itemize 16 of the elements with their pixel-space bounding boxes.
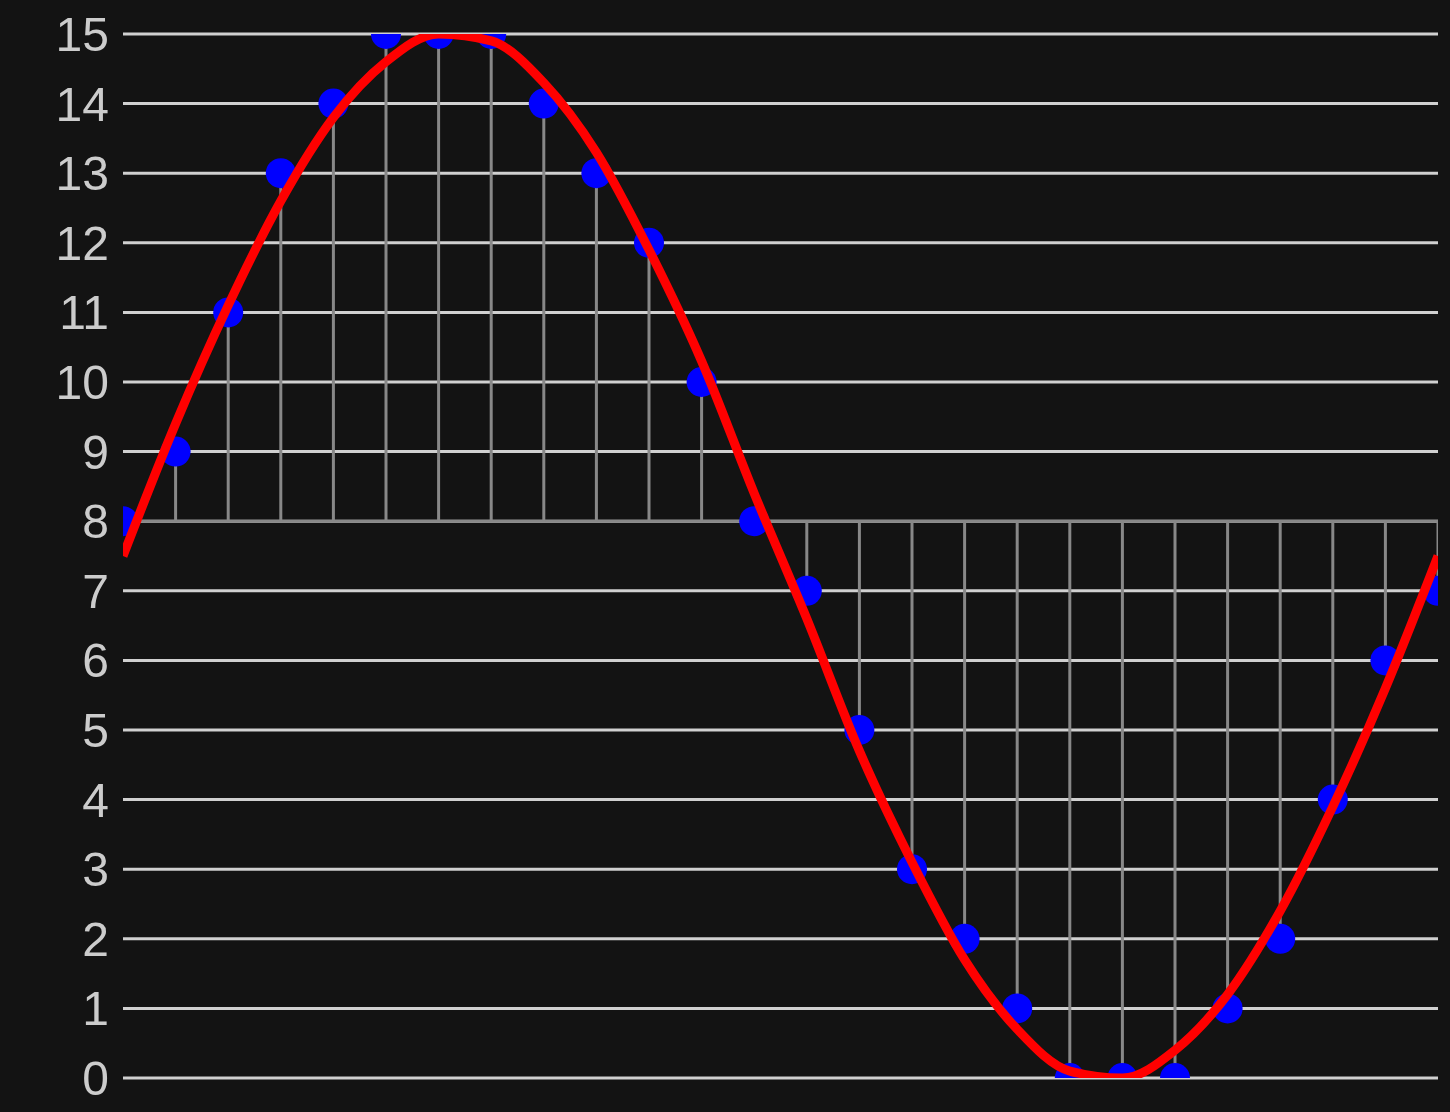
y-tick-label: 10 <box>55 356 109 410</box>
y-tick-label: 1 <box>82 982 109 1036</box>
y-tick-label: 9 <box>82 425 109 479</box>
y-tick-label: 4 <box>82 773 109 827</box>
y-tick-label: 11 <box>59 286 109 340</box>
y-tick-label: 7 <box>82 564 109 618</box>
y-tick-label: 13 <box>55 147 109 201</box>
y-tick-label: 6 <box>82 634 109 688</box>
y-tick-label: 15 <box>55 8 109 62</box>
y-tick-label: 5 <box>82 704 109 758</box>
y-tick-label: 3 <box>82 843 109 897</box>
y-tick-label: 8 <box>82 495 109 549</box>
y-tick-label: 0 <box>82 1052 109 1106</box>
y-tick-label: 2 <box>82 912 109 966</box>
y-tick-label: 14 <box>55 77 109 131</box>
y-tick-label: 12 <box>55 216 109 270</box>
